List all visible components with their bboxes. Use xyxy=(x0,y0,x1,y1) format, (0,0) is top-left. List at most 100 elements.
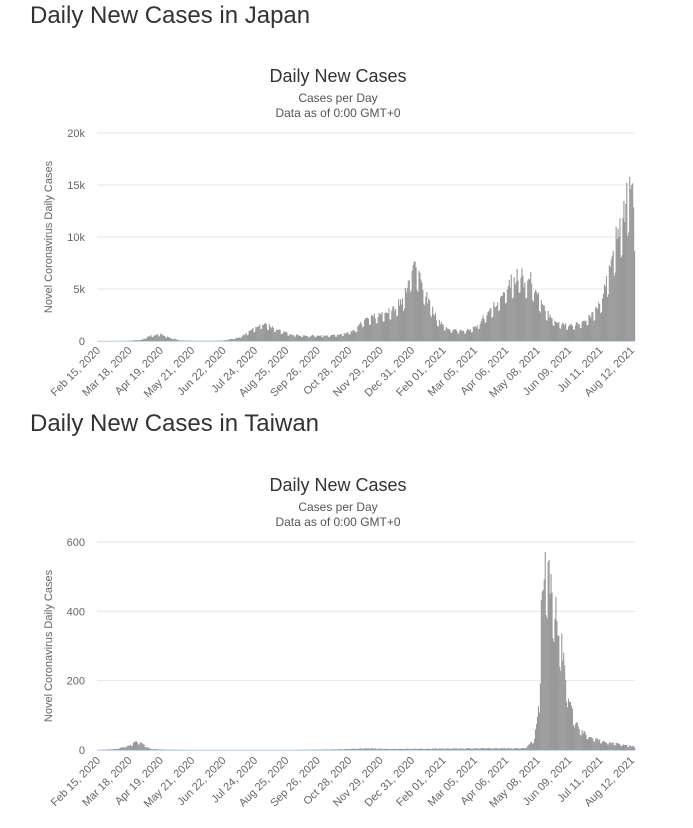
bar[interactable] xyxy=(346,749,348,750)
bar[interactable] xyxy=(268,324,271,341)
bar[interactable] xyxy=(463,330,465,341)
bar[interactable] xyxy=(484,748,486,750)
bar[interactable] xyxy=(478,328,480,341)
bar[interactable] xyxy=(343,333,345,341)
bar[interactable] xyxy=(473,326,475,341)
bar[interactable] xyxy=(477,329,479,341)
bar[interactable] xyxy=(521,268,523,341)
bar[interactable] xyxy=(433,748,436,750)
bar[interactable] xyxy=(148,748,150,750)
bar[interactable] xyxy=(174,338,176,341)
bar[interactable] xyxy=(599,739,601,750)
bar[interactable] xyxy=(399,299,402,342)
bar[interactable] xyxy=(234,338,237,341)
bar[interactable] xyxy=(595,306,597,341)
bar[interactable] xyxy=(402,749,405,750)
bar[interactable] xyxy=(131,745,134,750)
bar[interactable] xyxy=(502,292,505,341)
bar[interactable] xyxy=(440,321,442,341)
bar[interactable] xyxy=(421,748,423,750)
bar[interactable] xyxy=(351,332,353,341)
bar[interactable] xyxy=(522,748,524,750)
bar[interactable] xyxy=(563,323,565,341)
bar[interactable] xyxy=(275,329,277,341)
bar[interactable] xyxy=(468,330,471,341)
bar[interactable] xyxy=(382,749,384,750)
bar[interactable] xyxy=(387,313,389,341)
bar[interactable] xyxy=(604,286,607,341)
bar[interactable] xyxy=(476,748,478,750)
bar[interactable] xyxy=(371,748,373,750)
bar[interactable] xyxy=(556,322,558,341)
bar[interactable] xyxy=(474,748,476,750)
bar[interactable] xyxy=(631,185,633,341)
bar[interactable] xyxy=(377,317,379,341)
bar[interactable] xyxy=(167,337,170,341)
bar[interactable] xyxy=(380,748,382,750)
bar[interactable] xyxy=(138,340,140,341)
bar[interactable] xyxy=(303,335,305,341)
bar[interactable] xyxy=(560,670,562,750)
bar[interactable] xyxy=(340,334,342,341)
bar[interactable] xyxy=(498,748,500,750)
bar[interactable] xyxy=(531,283,533,341)
bar[interactable] xyxy=(592,312,594,341)
bar[interactable] xyxy=(379,313,381,341)
bar[interactable] xyxy=(526,297,528,341)
bar[interactable] xyxy=(395,309,397,341)
bar[interactable] xyxy=(390,749,392,750)
bar[interactable] xyxy=(171,339,173,341)
bar[interactable] xyxy=(324,749,326,750)
bar[interactable] xyxy=(614,745,616,750)
bar[interactable] xyxy=(399,748,402,750)
bar[interactable] xyxy=(255,326,257,341)
bar[interactable] xyxy=(346,332,348,341)
bar[interactable] xyxy=(613,745,615,750)
bar[interactable] xyxy=(307,337,309,341)
bar[interactable] xyxy=(546,320,548,341)
bar[interactable] xyxy=(401,748,404,750)
bar[interactable] xyxy=(528,278,530,341)
bar[interactable] xyxy=(540,300,542,341)
bar[interactable] xyxy=(315,337,317,341)
bar[interactable] xyxy=(450,748,452,750)
bar[interactable] xyxy=(113,749,115,750)
bar[interactable] xyxy=(512,748,514,750)
bar[interactable] xyxy=(353,330,355,341)
bar[interactable] xyxy=(443,748,445,750)
bar[interactable] xyxy=(617,743,619,750)
bar[interactable] xyxy=(538,311,540,341)
bar[interactable] xyxy=(551,592,553,750)
bar[interactable] xyxy=(274,332,276,341)
bar[interactable] xyxy=(442,748,444,750)
bar[interactable] xyxy=(389,749,391,750)
bar[interactable] xyxy=(560,328,562,341)
bar[interactable] xyxy=(153,748,155,750)
bar[interactable] xyxy=(533,301,535,341)
bar[interactable] xyxy=(428,298,430,341)
bar[interactable] xyxy=(597,738,599,750)
bar[interactable] xyxy=(604,742,607,750)
bar[interactable] xyxy=(460,329,462,341)
bar[interactable] xyxy=(500,296,502,341)
bar[interactable] xyxy=(381,748,383,750)
bar[interactable] xyxy=(176,339,178,341)
bar[interactable] xyxy=(491,748,493,750)
bar[interactable] xyxy=(503,748,506,750)
bar[interactable] xyxy=(589,315,591,341)
bar[interactable] xyxy=(302,335,304,341)
bar[interactable] xyxy=(584,321,586,341)
bar[interactable] xyxy=(429,300,431,341)
bar[interactable] xyxy=(156,334,158,341)
bar[interactable] xyxy=(363,326,365,341)
bar[interactable] xyxy=(134,741,136,750)
bar[interactable] xyxy=(437,749,439,750)
bar[interactable] xyxy=(230,339,232,341)
bar[interactable] xyxy=(561,633,563,750)
bar[interactable] xyxy=(143,338,145,341)
bar[interactable] xyxy=(612,251,614,341)
bar[interactable] xyxy=(374,748,376,750)
bar[interactable] xyxy=(388,308,390,341)
bar[interactable] xyxy=(530,742,532,750)
bar[interactable] xyxy=(609,742,611,750)
